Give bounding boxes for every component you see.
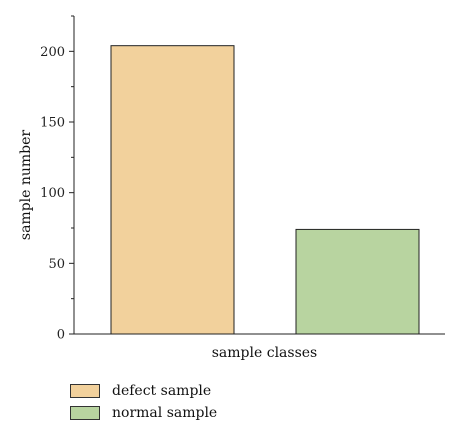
bar-normal-sample [295,228,420,335]
legend-item-defect: defect sample [70,380,217,402]
legend-swatch-defect [70,384,100,398]
y-tick-label: 50 [48,257,65,272]
legend-item-normal: normal sample [70,402,217,424]
y-tick-label: 100 [40,186,65,201]
y-axis-ticks: 0 50 100 150 200 [40,15,74,343]
y-tick-label: 200 [40,45,65,60]
x-axis-label: sample classes [212,345,318,361]
bars-group [110,45,420,335]
y-tick-label: 0 [57,328,65,343]
y-tick-label: 150 [40,116,65,131]
legend-label-defect: defect sample [112,383,212,399]
legend: defect sample normal sample [70,380,217,424]
legend-label-normal: normal sample [112,405,218,421]
y-axis-label: sample number [18,130,34,241]
legend-swatch-normal [70,406,100,420]
bar-defect-sample [110,45,235,335]
